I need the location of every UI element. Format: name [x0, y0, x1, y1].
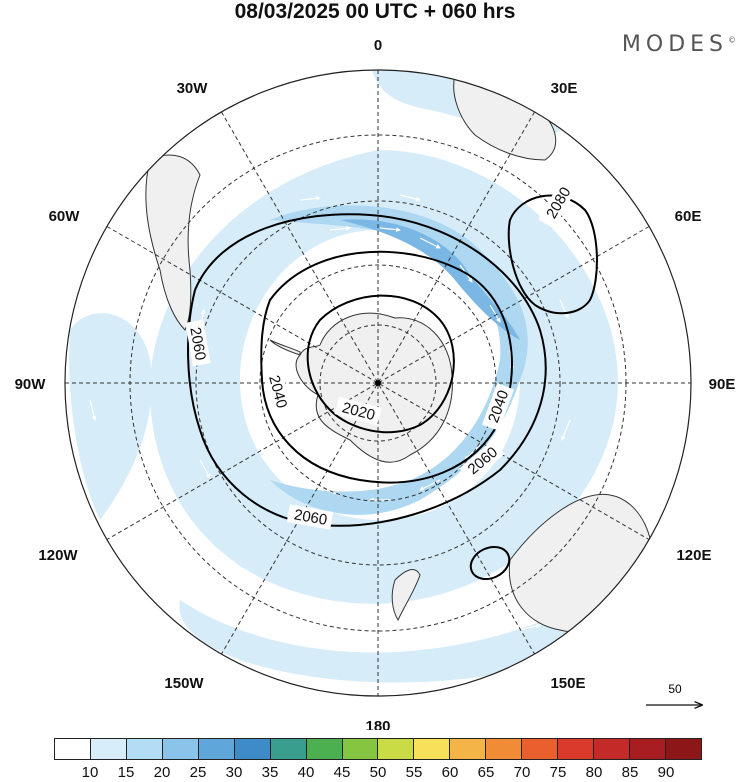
contour-label-2060-south: 2060	[293, 506, 329, 529]
colorbar-swatch	[630, 739, 666, 759]
polar-map: 2080 2060 2060 2060 2040 2040 2020 0 180…	[15, 37, 736, 730]
colorbar-tick-label: 70	[513, 764, 531, 781]
colorbar-tick-label: 55	[405, 764, 423, 781]
wind-vector	[399, 194, 421, 202]
antarctica	[295, 312, 453, 463]
colorbar-swatch	[450, 739, 487, 759]
wind-vector	[299, 639, 321, 647]
colorbar-tick-label: 20	[153, 764, 171, 781]
lon-label-150w: 150W	[164, 675, 204, 692]
wind-vector	[561, 419, 571, 441]
colorbar-tick-label: 30	[225, 764, 243, 781]
wind-vector	[281, 454, 296, 471]
outer-wind-band	[150, 150, 618, 604]
map-disc: 2080 2060 2060 2060 2040 2040 2020	[65, 70, 691, 696]
colorbar-tick-label: 60	[441, 764, 459, 781]
lon-label-0: 0	[374, 37, 382, 54]
lon-label-120e: 120E	[676, 547, 711, 564]
wind-vector	[329, 225, 351, 231]
colorbar-ticks: 10 15 20 25 30 35 40 45 50 55 60 65 70 75 80 85 90	[54, 764, 702, 782]
wind-vectors	[89, 194, 571, 647]
wind-vector	[559, 299, 569, 319]
colorbar-swatch	[55, 739, 91, 759]
colorbar-swatch	[558, 739, 595, 759]
colorbar-swatch	[342, 739, 379, 759]
colorbar-tick-label: 90	[657, 764, 675, 781]
wind-vector	[489, 304, 501, 323]
map-boundary	[64, 69, 692, 697]
colorbar-tick-label: 80	[585, 764, 603, 781]
wind-vector	[89, 399, 97, 421]
wind-vector	[294, 271, 313, 286]
antarctic-peninsula	[269, 339, 301, 356]
lon-label-150e: 150E	[550, 675, 585, 692]
copyright-mark: ©	[728, 35, 736, 45]
colorbar-swatch	[162, 739, 199, 759]
wind-vector	[299, 195, 321, 201]
colorbar-swatch	[126, 739, 163, 759]
colorbar-swatch	[270, 739, 307, 759]
contour-label-2060-west: 2060	[186, 326, 209, 362]
reference-vector-label: 50	[668, 682, 682, 696]
colorbar-swatch	[198, 739, 235, 759]
lon-label-60e: 60E	[675, 208, 702, 225]
lon-label-30e: 30E	[551, 80, 578, 97]
colorbar-swatch	[665, 739, 701, 759]
wind-vector	[269, 311, 283, 331]
wind-vector	[379, 227, 401, 233]
colorbar-swatch	[90, 739, 127, 759]
wind-vector	[464, 444, 481, 461]
colorbar-swatch	[594, 739, 630, 759]
colorbar-tick-label: 65	[477, 764, 495, 781]
colorbar-swatch	[378, 739, 415, 759]
wind-vector	[419, 479, 441, 491]
colorbar-tick-label: 10	[81, 764, 99, 781]
wind-vector	[519, 623, 541, 631]
wind-vector	[419, 237, 441, 249]
colorbar-swatch	[522, 739, 559, 759]
brand-text: MODES	[621, 32, 728, 57]
colorbar-swatch	[306, 739, 343, 759]
colorbar-tick-label: 25	[189, 764, 207, 781]
lon-label-180: 180	[365, 718, 390, 730]
graticule	[65, 70, 691, 696]
colorbar-swatch	[414, 739, 451, 759]
lon-label-30w: 30W	[177, 80, 209, 97]
lon-label-90w: 90W	[15, 376, 47, 393]
contour-2060	[187, 213, 547, 527]
colorbar-tick-label: 15	[117, 764, 135, 781]
wind-vector	[199, 459, 211, 479]
lon-label-90e: 90E	[709, 376, 736, 393]
colorbar-tick-label: 75	[549, 764, 567, 781]
colorbar-swatch	[486, 739, 523, 759]
wind-vector	[258, 409, 266, 431]
south-america	[145, 154, 201, 331]
contour-2020	[306, 294, 455, 434]
colorbar-tick-label: 45	[333, 764, 351, 781]
south-pole-marker	[375, 380, 381, 386]
colorbar-tick-label: 35	[261, 764, 279, 781]
lon-label-60w: 60W	[49, 208, 81, 225]
new-zealand	[391, 569, 421, 622]
colorbar	[54, 738, 702, 760]
map-title: 08/03/2025 00 UTC + 060 hrs	[234, 0, 516, 23]
lon-label-120w: 120W	[38, 547, 78, 564]
colorbar-tick-label: 50	[369, 764, 387, 781]
contour-small-low	[469, 545, 511, 581]
far-wind-band	[69, 313, 152, 520]
colorbar-tick-label: 85	[621, 764, 639, 781]
colorbar-tick-label: 40	[297, 764, 315, 781]
modes-brand-logo: MODES©	[622, 32, 736, 57]
colorbar-swatch	[234, 739, 271, 759]
contour-2040	[260, 250, 513, 484]
